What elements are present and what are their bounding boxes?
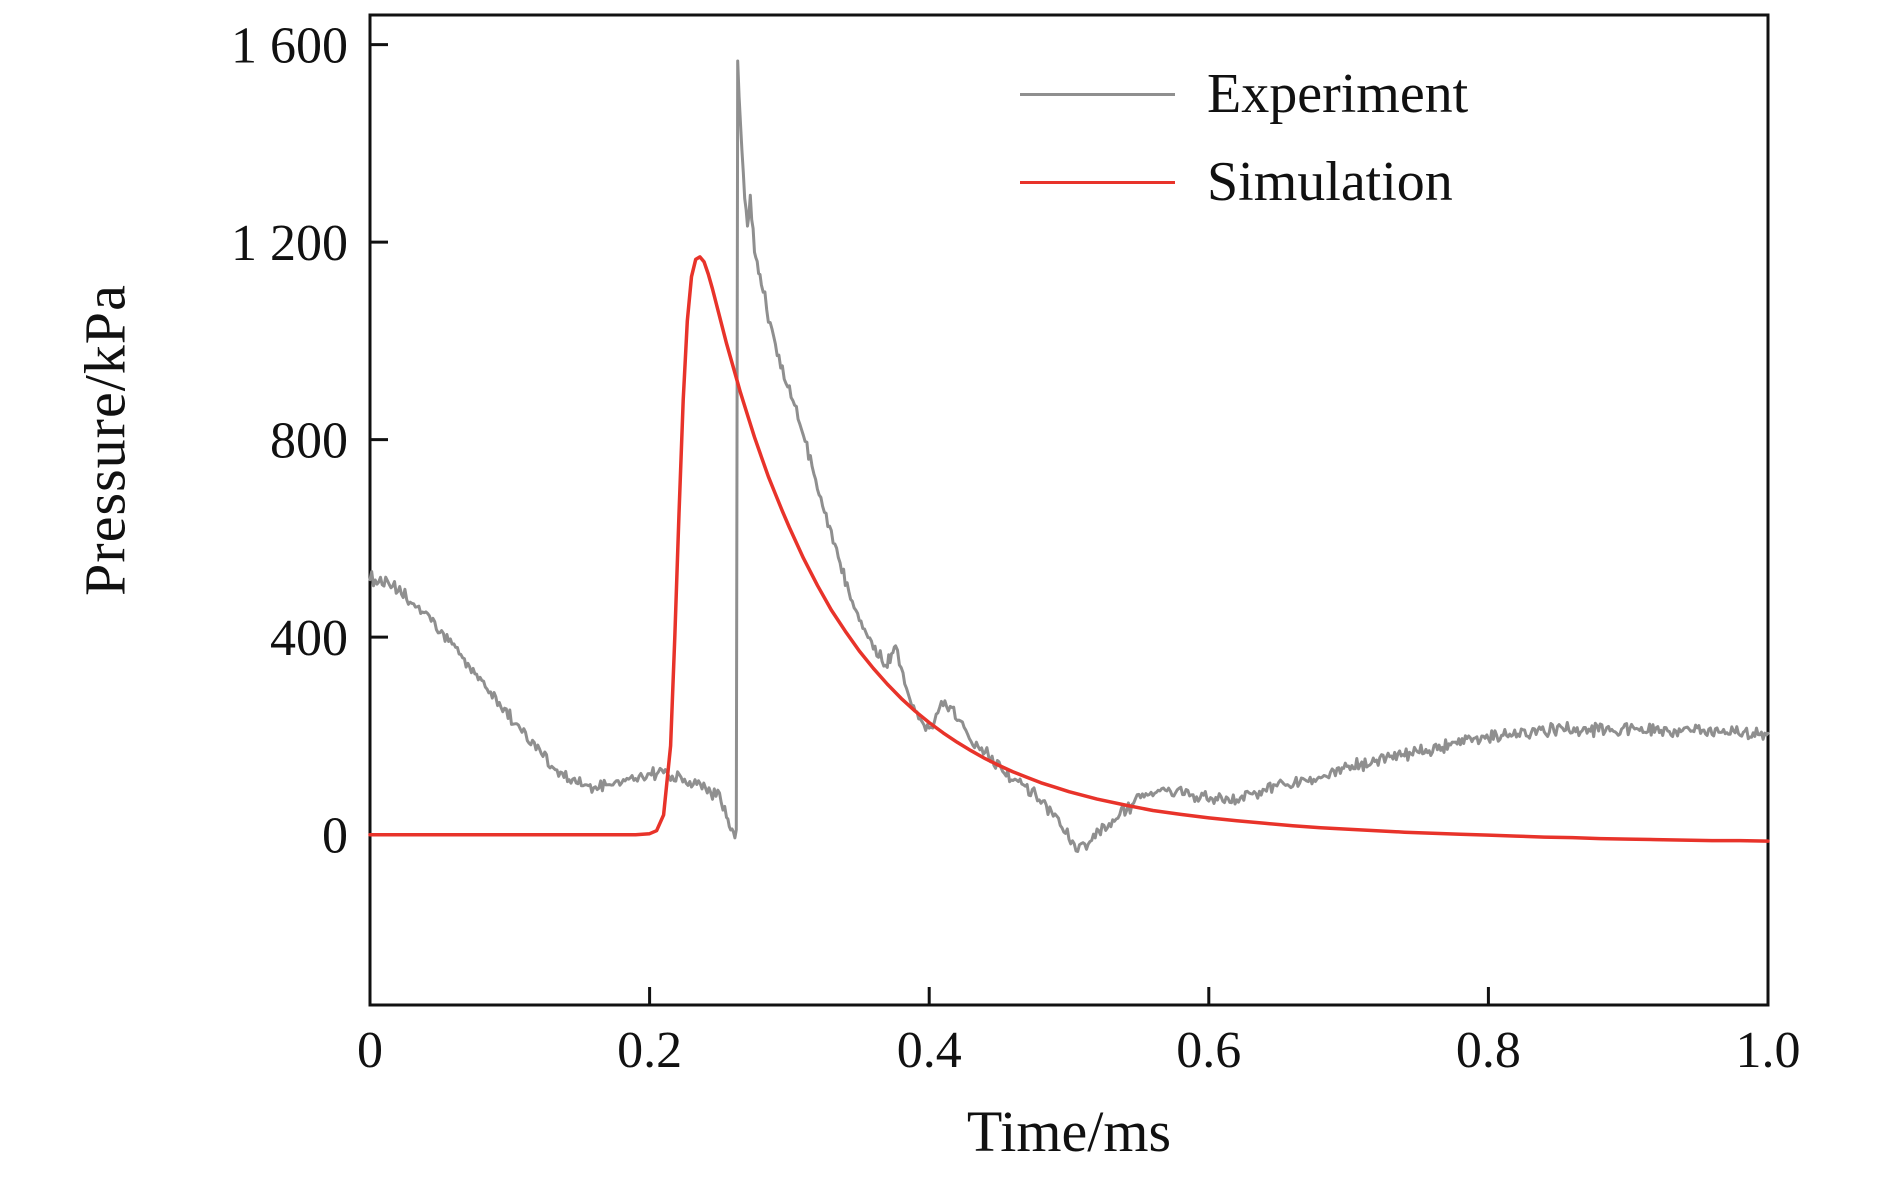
x-axis-label: Time/ms	[966, 1099, 1172, 1164]
y-axis-label: Pressure/kPa	[72, 284, 138, 596]
y-tick-label: 1 600	[231, 18, 348, 75]
y-tick-label: 1 200	[231, 215, 348, 272]
y-tick-label: 800	[270, 413, 348, 470]
experiment-line-swatch	[1020, 92, 1175, 96]
legend-label-experiment: Experiment	[1207, 63, 1469, 125]
x-tick-label: 0.6	[1176, 1022, 1241, 1079]
x-tick-label: 1.0	[1736, 1022, 1801, 1079]
x-tick-label: 0.8	[1456, 1022, 1521, 1079]
y-tick-label: 400	[270, 610, 348, 667]
x-tick-label: 0.4	[897, 1022, 962, 1079]
axis-frame	[368, 13, 1770, 1007]
legend: Experiment Simulation	[1020, 58, 1468, 218]
legend-item-experiment: Experiment	[1020, 58, 1468, 130]
legend-label-simulation: Simulation	[1207, 151, 1453, 213]
simulation-line	[368, 255, 1770, 843]
experiment-line	[368, 59, 1770, 853]
legend-item-simulation: Simulation	[1020, 146, 1468, 218]
simulation-line-swatch	[1020, 180, 1175, 184]
y-tick-label: 0	[322, 808, 348, 865]
x-tick-label: 0.2	[617, 1022, 682, 1079]
x-tick-label: 0	[357, 1022, 383, 1079]
